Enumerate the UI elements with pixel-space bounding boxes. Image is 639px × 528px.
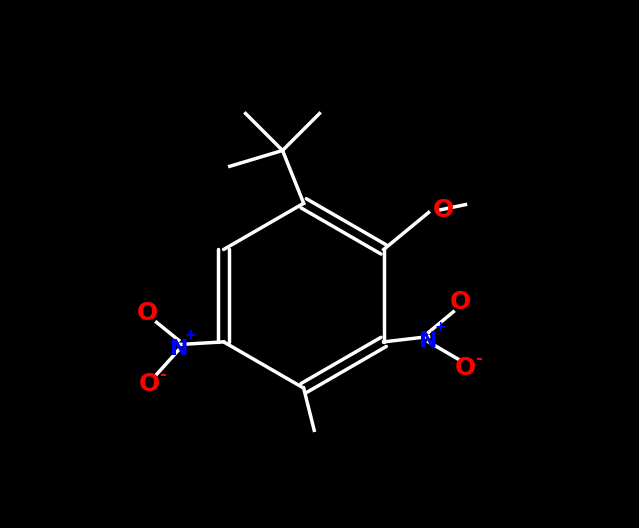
- Text: N: N: [419, 331, 438, 351]
- Text: O: O: [137, 301, 158, 325]
- Text: O: O: [455, 356, 476, 380]
- Text: O: O: [139, 372, 160, 396]
- Text: O: O: [433, 198, 454, 222]
- Text: O: O: [450, 290, 471, 314]
- Text: -: -: [475, 350, 482, 368]
- Text: +: +: [435, 320, 446, 334]
- Text: N: N: [169, 339, 188, 359]
- Text: -: -: [160, 365, 166, 384]
- Text: +: +: [185, 328, 196, 342]
